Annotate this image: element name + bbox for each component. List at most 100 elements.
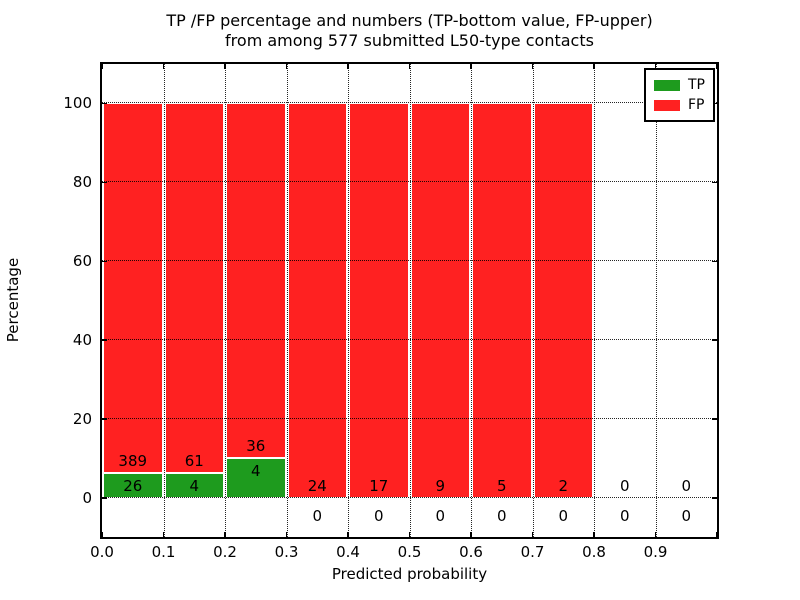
x-gridline [655, 64, 657, 537]
y-gridline [102, 496, 717, 498]
fp-count-label: 0 [681, 476, 692, 495]
fp-bar [533, 103, 593, 498]
legend: TP FP [644, 68, 715, 122]
tp-count-label: 26 [123, 476, 143, 495]
y-tick-mark [102, 418, 107, 420]
y-gridline [102, 102, 717, 104]
tp-count-label: 0 [435, 506, 446, 525]
x-tick-mark-top [162, 64, 164, 69]
fp-count-label: 389 [118, 451, 148, 470]
tp-count-label: 0 [558, 506, 569, 525]
x-tick-mark [531, 532, 533, 537]
legend-item-fp: FP [654, 95, 705, 115]
x-tick-mark [347, 532, 349, 537]
x-tick-label: 0.0 [90, 543, 114, 561]
x-tick-mark [101, 532, 103, 537]
x-gridline [286, 64, 288, 537]
fp-bar [349, 103, 409, 498]
tp-count-label: 0 [312, 506, 323, 525]
x-tick-mark [593, 532, 595, 537]
y-tick-mark [102, 102, 107, 105]
x-gridline [225, 64, 226, 537]
fp-bar [226, 103, 286, 459]
x-tick-mark-top [408, 64, 410, 69]
x-tick-label: 0.5 [397, 543, 422, 561]
plot-area: TP FP 389 26 61 4 36 4 24 0 17 0 9 0 5 0 2 0 0 0 0 0 [100, 62, 719, 539]
fp-count-label: 17 [369, 476, 389, 495]
x-gridline [348, 64, 349, 537]
chart-title-line1: TP /FP percentage and numbers (TP-bottom… [166, 11, 653, 30]
fp-count-label: 9 [435, 476, 446, 495]
y-tick-mark-right [712, 181, 717, 184]
x-gridline [471, 64, 472, 537]
fp-count-label: 2 [558, 476, 569, 495]
tp-count-label: 0 [496, 506, 507, 525]
y-tick-label: 60 [72, 252, 92, 271]
x-tick-label: 0.3 [274, 543, 299, 561]
y-tick-mark-right [712, 418, 717, 420]
y-tick-mark [102, 497, 107, 499]
x-tick-label: 0.8 [582, 543, 606, 561]
x-tick-mark-top [470, 64, 472, 69]
y-tick-mark [102, 181, 107, 184]
x-axis-label: Predicted probability [331, 565, 488, 583]
y-tick-mark-right [712, 260, 717, 263]
y-tick-label: 40 [72, 330, 92, 349]
fp-count-label: 5 [496, 476, 507, 495]
tp-count-label: 0 [373, 506, 384, 525]
y-gridline [102, 260, 717, 262]
chart-title-line2: from among 577 submitted L50-type contac… [225, 31, 594, 50]
fp-bar [410, 103, 470, 498]
x-tick-mark [285, 532, 287, 537]
fp-count-label: 61 [184, 452, 204, 471]
legend-label-fp: FP [688, 97, 705, 113]
x-tick-mark-top [224, 64, 226, 69]
y-gridline [102, 181, 717, 183]
legend-label-tp: TP [688, 77, 705, 93]
tp-bar [226, 458, 286, 498]
y-axis-label: Percentage [4, 257, 22, 343]
x-tick-label: 0.7 [520, 543, 545, 561]
x-tick-mark [654, 532, 656, 537]
y-tick-label: 100 [63, 94, 92, 113]
x-gridline [532, 64, 534, 537]
x-tick-mark-top [654, 64, 656, 69]
x-tick-mark-top [101, 64, 103, 69]
fp-count-label: 0 [619, 476, 630, 495]
x-tick-mark [162, 532, 164, 537]
y-tick-mark [102, 260, 107, 263]
y-tick-mark [102, 339, 107, 341]
fp-count-label: 36 [246, 437, 266, 456]
x-tick-mark-top [531, 64, 533, 69]
y-tick-label: 0 [82, 488, 92, 507]
x-tick-label: 0.4 [336, 543, 360, 561]
tp-color-swatch [654, 79, 680, 91]
fp-color-swatch [654, 99, 680, 111]
x-tick-mark-top [347, 64, 349, 69]
x-tick-label: 0.6 [459, 543, 483, 561]
chart-title: TP /FP percentage and numbers (TP-bottom… [100, 11, 719, 51]
x-gridline [409, 64, 411, 537]
x-tick-mark [470, 532, 472, 537]
y-tick-label: 20 [72, 409, 92, 428]
x-tick-label: 0.9 [643, 543, 668, 561]
tp-count-label: 0 [681, 506, 692, 525]
y-gridline [102, 338, 717, 340]
tp-count-label: 4 [250, 462, 261, 481]
x-tick-mark-top [285, 64, 287, 69]
legend-item-tp: TP [654, 75, 705, 95]
x-tick-label: 0.1 [151, 543, 176, 561]
y-tick-mark-right [712, 339, 717, 341]
x-tick-mark-top [593, 64, 595, 69]
x-tick-mark [716, 532, 718, 537]
x-gridline [594, 64, 595, 537]
fp-bar [103, 103, 163, 473]
fp-bar [164, 103, 224, 474]
x-tick-label: 0.2 [213, 543, 237, 561]
y-tick-mark-right [712, 497, 717, 499]
x-tick-mark [224, 532, 226, 537]
x-gridline [163, 64, 165, 537]
tp-count-label: 0 [619, 506, 630, 525]
tp-count-label: 4 [189, 477, 200, 496]
